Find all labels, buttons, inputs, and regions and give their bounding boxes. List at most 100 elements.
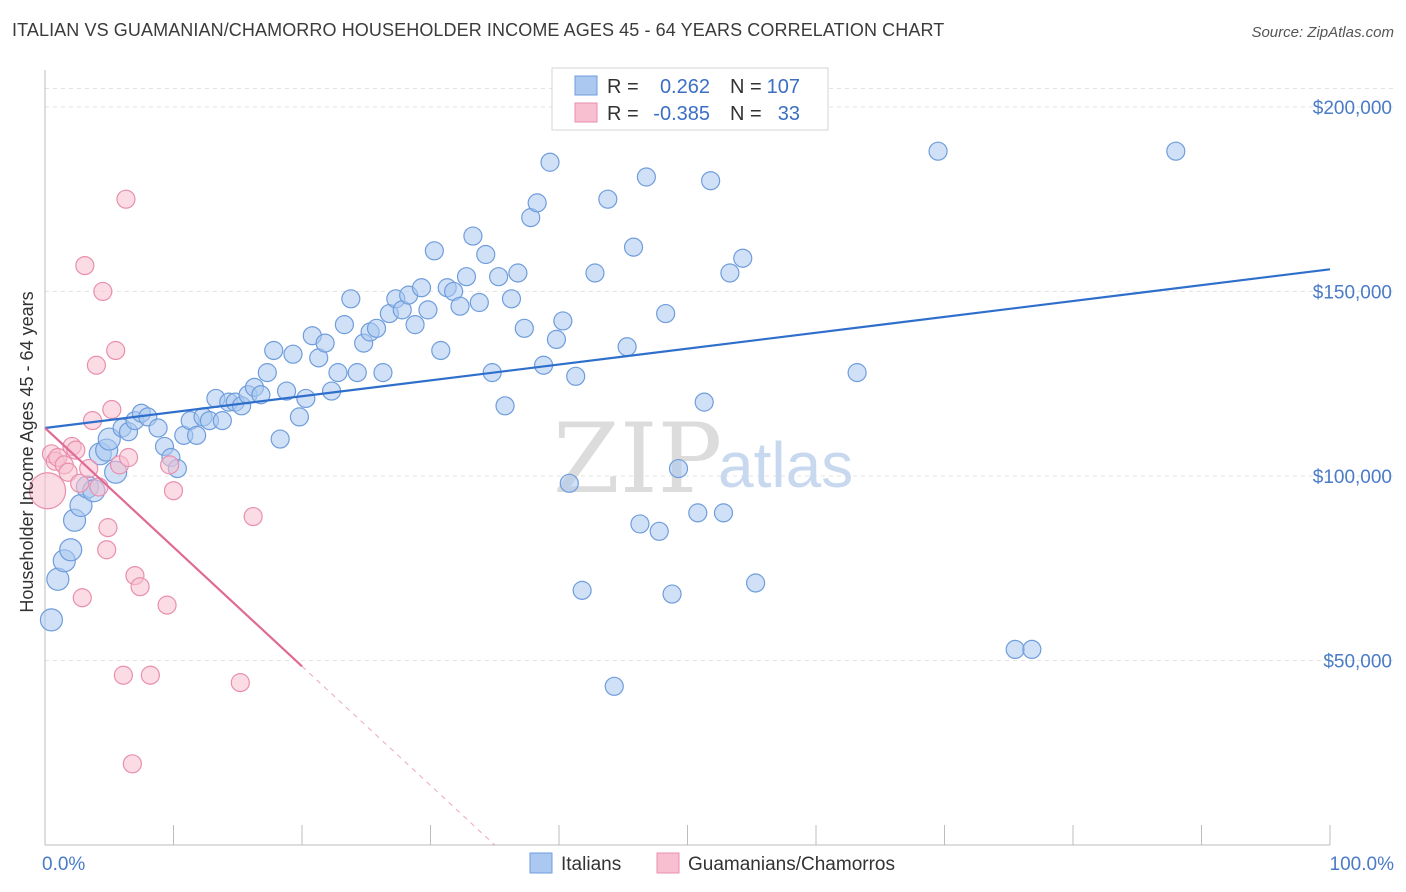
scatter-point — [113, 665, 133, 685]
scatter-point — [713, 503, 734, 523]
scatter-point — [649, 521, 669, 541]
scatter-point — [501, 289, 522, 309]
y-tick-label: $150,000 — [1313, 282, 1392, 303]
grid-lines — [45, 87, 1395, 661]
scatter-point — [604, 676, 624, 696]
scatter-point — [122, 754, 142, 774]
watermark-zip: ZIP — [553, 403, 722, 515]
scatter-point — [553, 311, 573, 331]
scatter-point — [264, 340, 284, 361]
guamanians-points — [28, 189, 263, 774]
scatter-point — [163, 481, 184, 501]
scatter-point — [630, 514, 650, 534]
scatter-point — [373, 363, 393, 383]
y-tick-label: $50,000 — [1323, 651, 1392, 672]
guamanians-trend-extension — [301, 665, 496, 846]
scatter-point — [270, 429, 290, 449]
source-label: Source: ZipAtlas.com — [1251, 24, 1394, 41]
scatter-point — [656, 303, 676, 324]
scatter-point — [636, 167, 656, 187]
y-tick-label: $100,000 — [1313, 467, 1392, 488]
scatter-point — [118, 447, 139, 468]
scatter-point — [140, 665, 160, 685]
watermark: ZIP atlas — [553, 403, 853, 515]
guamanians-trend-line — [44, 427, 303, 668]
scatter-point — [928, 141, 948, 161]
scatter-point — [230, 673, 250, 693]
scatter-point — [102, 399, 122, 420]
italians-trend-line — [44, 268, 1331, 430]
scatter-point — [469, 292, 489, 313]
scatter-point — [450, 296, 470, 316]
scatter-point — [456, 267, 477, 287]
scatter-point — [341, 289, 361, 309]
scatter-point — [489, 267, 509, 287]
scatter-point — [58, 462, 78, 482]
scatter-point — [476, 244, 496, 265]
y-tick-label: $200,000 — [1313, 98, 1392, 119]
scatter-point — [289, 407, 310, 427]
scatter-point — [566, 366, 586, 386]
legend-guamanians-swatch — [656, 852, 680, 874]
scatter-point — [160, 455, 180, 475]
chart-title: ITALIAN VS GUAMANIAN/CHAMORRO HOUSEHOLDE… — [12, 20, 945, 40]
scatter-point — [495, 396, 515, 416]
scatter-point — [405, 315, 425, 335]
scatter-point — [93, 281, 113, 302]
scatter-point — [540, 152, 560, 172]
scatter-point — [527, 193, 547, 213]
scatter-point — [72, 588, 92, 608]
scatter-point — [733, 248, 753, 268]
scatter-point — [463, 226, 483, 246]
scatter-point — [328, 363, 348, 383]
legend-italians-label: Italians — [561, 854, 621, 875]
scatter-point — [106, 340, 126, 361]
italians-swatch — [574, 75, 598, 96]
scatter-point — [98, 518, 118, 538]
stat-r-value-italians: 0.262 — [660, 76, 710, 98]
scatter-point — [70, 473, 90, 493]
scatter-point — [431, 340, 451, 361]
scatter-point — [746, 573, 766, 593]
legend-italians-swatch — [529, 852, 553, 874]
stat-r-label-guamanians: R = — [607, 103, 639, 125]
scatter-point — [315, 333, 335, 353]
guamanians-swatch — [574, 102, 598, 123]
scatter-point — [148, 418, 168, 438]
scatter-point — [347, 363, 367, 383]
legend-guamanians-label: Guamanians/Chamorros — [688, 854, 895, 875]
stats-box: R = 0.262 N = 107 R = -0.385 N = 33 — [551, 67, 829, 131]
scatter-point — [701, 171, 721, 191]
italians-points — [39, 141, 1186, 696]
stat-n-label-guamanians: N = — [730, 103, 762, 125]
scatter-point — [251, 385, 271, 405]
scatter-point — [424, 241, 444, 261]
scatter-point — [28, 472, 67, 510]
stat-r-label-italians: R = — [607, 76, 639, 98]
scatter-point — [720, 263, 740, 283]
scatter-point — [623, 237, 644, 257]
scatter-point — [1166, 141, 1186, 161]
scatter-point — [283, 344, 303, 364]
scatter-point — [66, 440, 86, 460]
scatter-point — [662, 584, 682, 604]
trend-lines — [44, 268, 1331, 846]
scatter-point — [75, 255, 95, 276]
scatter-point — [559, 473, 579, 493]
scatter-point — [546, 329, 567, 350]
watermark-atlas: atlas — [718, 429, 853, 501]
scatter-point — [257, 363, 277, 383]
scatter-point — [97, 540, 117, 560]
scatter-point — [187, 425, 207, 445]
scatter-point — [1005, 639, 1025, 660]
scatter-point — [39, 608, 64, 632]
y-tick-labels: $50,000 $100,000 $150,000 $200,000 — [1313, 98, 1392, 673]
legend: Italians Guamanians/Chamorros — [529, 852, 895, 875]
scatter-point — [296, 388, 316, 409]
scatter-point — [598, 189, 618, 209]
x-tick-label: 0.0% — [42, 854, 85, 875]
scatter-point — [411, 278, 432, 298]
scatter-point — [334, 315, 355, 335]
scatter-point — [617, 337, 637, 357]
